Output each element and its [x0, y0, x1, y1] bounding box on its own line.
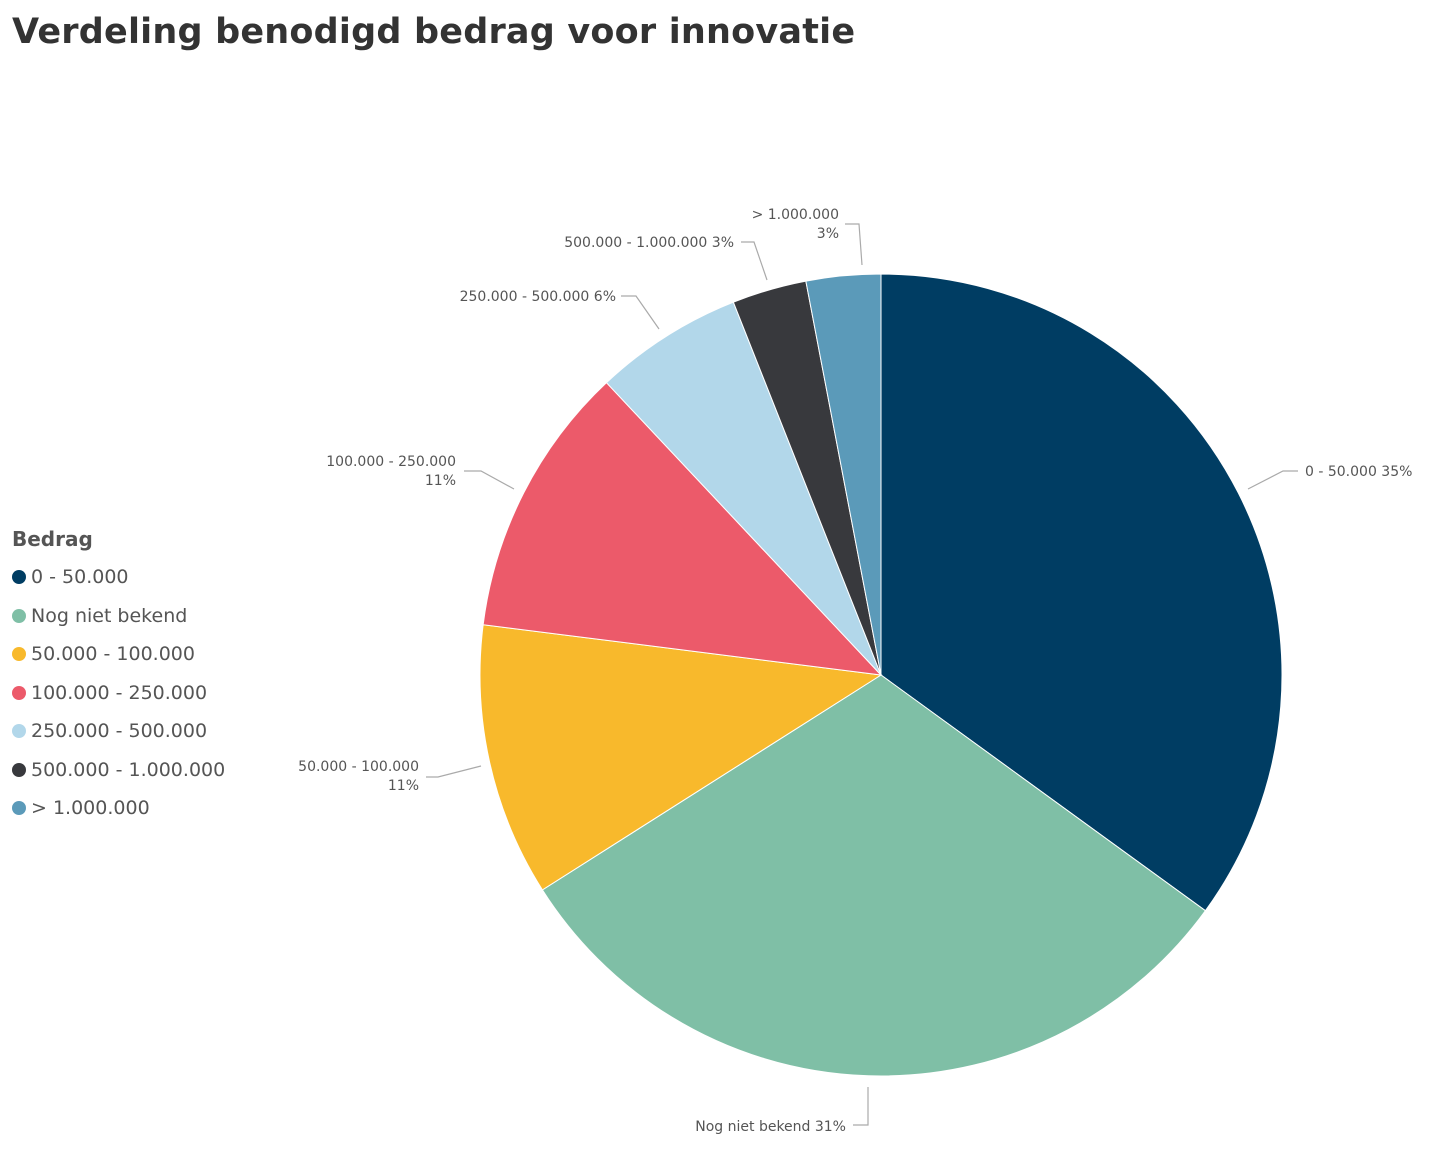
legend-label: 250.000 - 500.000 — [31, 720, 208, 743]
leader-line-6 — [741, 241, 768, 281]
pie-slice-7[interactable] — [805, 273, 882, 676]
slice-label-7: > 1.000.000 3% — [752, 207, 839, 242]
legend-item-7[interactable]: > 1.000.000 — [12, 789, 225, 828]
legend-item-2[interactable]: Nog niet bekend — [12, 597, 225, 636]
chart-title: Verdeling benodigd bedrag voor innovatie — [12, 12, 856, 52]
legend-label: Nog niet bekend — [31, 604, 188, 627]
pie-slice-5[interactable] — [605, 301, 882, 676]
leader-line-7 — [845, 223, 863, 266]
legend-label: 500.000 - 1.000.000 — [31, 758, 226, 781]
legend-dot — [12, 724, 26, 739]
leader-line-2 — [853, 1087, 869, 1126]
legend-item-4[interactable]: 100.000 - 250.000 — [12, 674, 225, 713]
leader-line-1 — [1247, 470, 1298, 490]
legend-dot — [12, 570, 26, 585]
legend-label: 50.000 - 100.000 — [31, 643, 195, 666]
slice-label-6: 500.000 - 1.000.000 3% — [564, 235, 734, 251]
pie-slice-4[interactable] — [482, 381, 883, 676]
legend-item-6[interactable]: 500.000 - 1.000.000 — [12, 751, 225, 790]
leader-line-5 — [621, 295, 660, 330]
legend-label: 100.000 - 250.000 — [31, 681, 208, 704]
legend-dot — [12, 647, 26, 662]
legend-items: 0 - 50.000 Nog niet bekend 50.000 - 100.00… — [12, 558, 225, 828]
pie-slice-2[interactable] — [541, 674, 1207, 1077]
slice-label-5: 250.000 - 500.000 6% — [460, 289, 616, 305]
legend-item-1[interactable]: 0 - 50.000 — [12, 558, 225, 597]
legend-title: Bedrag — [12, 527, 93, 551]
slice-label-2: Nog niet bekend 31% — [695, 1119, 846, 1135]
slice-label-3: 50.000 - 100.000 11% — [298, 759, 419, 794]
slice-label-4: 100.000 - 250.000 11% — [326, 454, 456, 489]
leader-line-4 — [464, 470, 515, 490]
legend-dot — [12, 685, 26, 700]
pie-slice-3[interactable] — [479, 624, 883, 891]
legend-item-5[interactable]: 250.000 - 500.000 — [12, 712, 225, 751]
legend-dot — [12, 608, 26, 623]
legend-dot — [12, 762, 26, 777]
pie-slice-1[interactable] — [880, 273, 1283, 912]
legend-dot — [12, 801, 26, 816]
legend-label: > 1.000.000 — [31, 797, 150, 820]
leader-line-3 — [426, 765, 482, 778]
legend-item-3[interactable]: 50.000 - 100.000 — [12, 635, 225, 674]
legend: Bedrag 0 - 50.000 Nog niet bekend 50.000 -… — [12, 527, 225, 828]
legend-label: 0 - 50.000 — [31, 566, 129, 589]
slice-label-1: 0 - 50.000 35% — [1305, 464, 1412, 480]
